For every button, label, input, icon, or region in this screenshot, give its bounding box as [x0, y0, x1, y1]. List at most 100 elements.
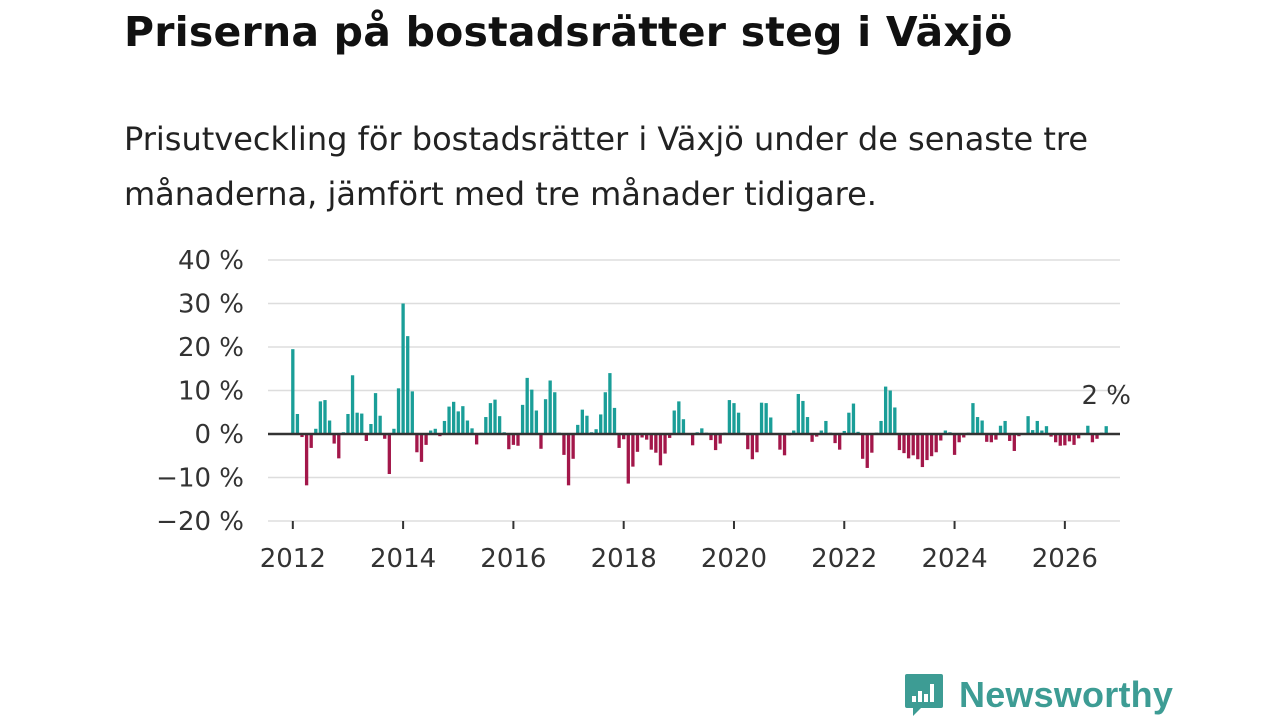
bar [608, 373, 612, 434]
bar [939, 434, 943, 441]
bar [677, 401, 681, 435]
bar [819, 430, 823, 434]
bar [530, 389, 534, 434]
bar [815, 434, 819, 437]
bar [484, 417, 488, 434]
bar [1076, 434, 1081, 439]
bar [1072, 434, 1076, 445]
bar [612, 407, 617, 434]
bar [883, 386, 888, 434]
bar [985, 434, 989, 442]
bar [548, 380, 552, 434]
bar [842, 430, 846, 434]
y-tick-label: 40 % [178, 246, 244, 276]
bar [300, 434, 304, 438]
bar [1054, 434, 1058, 443]
bar [1058, 434, 1062, 446]
bar [681, 419, 686, 434]
bar [782, 434, 787, 456]
newsworthy-logo[interactable]: Newsworthy [903, 672, 1173, 718]
bar [406, 336, 410, 435]
bar [419, 434, 424, 462]
bar [980, 420, 984, 434]
x-tick-label: 2016 [480, 544, 546, 574]
logo-text: Newsworthy [959, 674, 1174, 715]
bar [635, 434, 640, 452]
bar [1049, 434, 1053, 437]
x-tick-label: 2018 [591, 544, 657, 574]
bar [755, 434, 759, 453]
bar [1003, 420, 1007, 434]
bar [373, 393, 378, 434]
bar [893, 407, 897, 434]
bar [410, 391, 414, 434]
bar [539, 434, 543, 449]
bar [1012, 434, 1016, 451]
newsworthy-logo-icon [905, 674, 943, 716]
bar [617, 434, 621, 448]
bar [332, 434, 336, 444]
bar [847, 412, 851, 434]
bar [911, 434, 915, 456]
bar [750, 434, 755, 460]
bar [838, 434, 842, 450]
y-axis: 40 % 30 % 20 % 10 % 0 % −10 % −20 % [156, 246, 244, 537]
bar [291, 349, 295, 434]
bar [952, 434, 957, 455]
bar [424, 434, 428, 445]
bar [934, 434, 938, 453]
bar [994, 434, 998, 440]
bar [304, 434, 309, 486]
bar [553, 392, 557, 434]
bar [1008, 434, 1012, 441]
bar [378, 415, 382, 434]
bar [337, 434, 341, 459]
bar [493, 399, 497, 434]
bar [507, 434, 511, 450]
bar [295, 413, 300, 434]
bar [732, 403, 736, 434]
bar [562, 434, 566, 455]
bar [465, 420, 470, 434]
bar [888, 390, 892, 434]
bar [851, 403, 856, 434]
bar [736, 412, 741, 434]
bar [461, 406, 465, 434]
x-tick-label: 2014 [370, 544, 436, 574]
bar [1090, 434, 1095, 443]
bar [879, 420, 883, 434]
bar [626, 434, 630, 484]
bar [897, 434, 902, 451]
y-tick-label: 0 % [194, 420, 244, 450]
bar [870, 434, 874, 453]
bar [396, 388, 401, 434]
bar [801, 400, 805, 434]
bar [1035, 420, 1039, 434]
bar [718, 434, 722, 444]
bar [622, 434, 626, 440]
bar [369, 424, 373, 434]
bar [727, 400, 732, 434]
bar [925, 434, 929, 461]
bar [566, 434, 571, 486]
bar [350, 375, 355, 434]
bar [346, 413, 350, 434]
bar [323, 400, 327, 434]
bar [318, 401, 323, 435]
bar [640, 434, 644, 438]
y-tick-label: 30 % [178, 290, 244, 320]
price-change-chart: 40 %30 %20 %10 %0 %−10 %−20 % 2012 2014 20… [156, 246, 1131, 574]
bar [1063, 434, 1067, 446]
bar [474, 434, 479, 445]
bar [824, 420, 828, 434]
bar [916, 434, 920, 460]
bar [902, 434, 906, 454]
bar [415, 434, 419, 453]
bar [401, 303, 405, 434]
y-tick-label: −10 % [156, 464, 244, 494]
bar [962, 434, 966, 438]
bar [690, 434, 695, 446]
bar [957, 434, 961, 443]
bar [1044, 426, 1049, 434]
bar [746, 434, 750, 450]
